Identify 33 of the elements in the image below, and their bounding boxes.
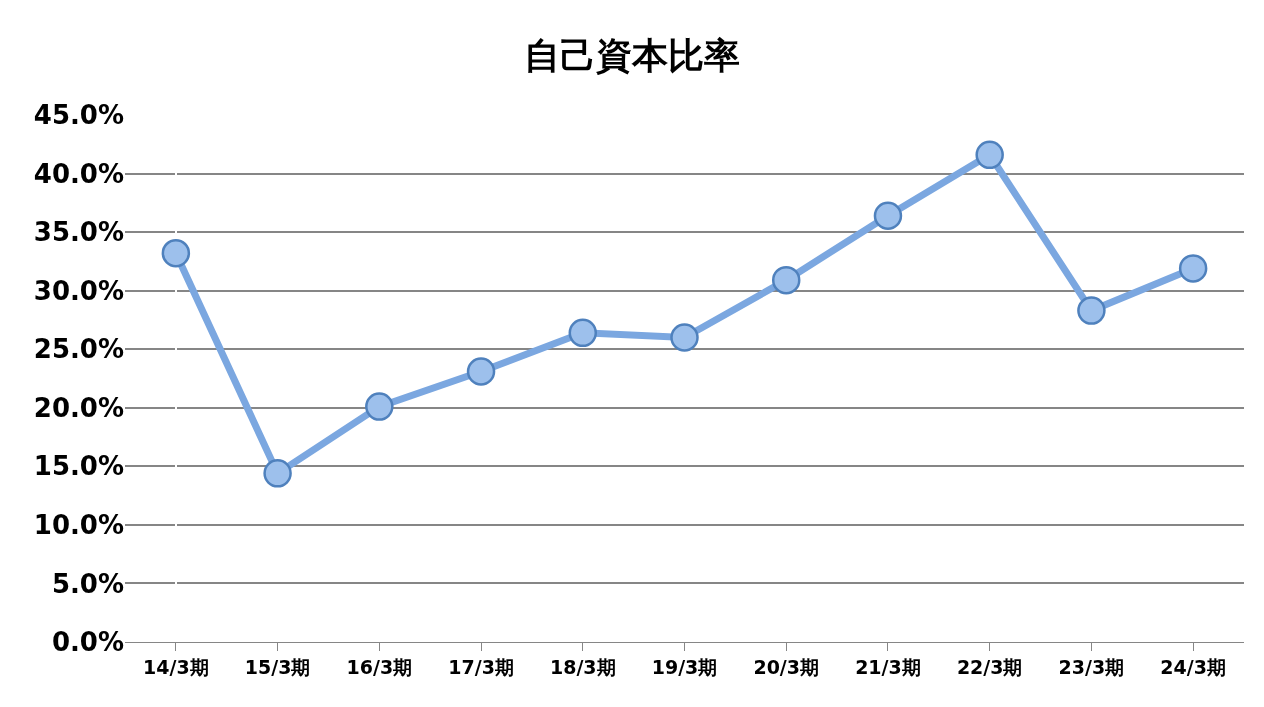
point — [975, 140, 1004, 170]
point — [1077, 296, 1106, 325]
point — [263, 459, 292, 488]
chart-title: 自己資本比率 — [524, 34, 740, 76]
x-tick-label: 24/3期 — [1160, 655, 1226, 678]
y-tick-label: 10.0% — [33, 509, 124, 540]
y-tick-label: 35.0% — [33, 217, 124, 248]
x-tick-label: 21/3期 — [855, 655, 921, 678]
y-tick-label: 30.0% — [33, 275, 124, 306]
y-tick-label: 15.0% — [33, 451, 124, 482]
x-tick-label: 22/3期 — [956, 655, 1023, 678]
y-tick-label: 25.0% — [33, 334, 124, 365]
x-tick-label: 23/3期 — [1058, 655, 1125, 678]
y-tick-label: 40.0% — [33, 158, 124, 189]
x-tick-label: 19/3期 — [651, 655, 718, 678]
y-tick-label: 5.0% — [51, 568, 124, 599]
point — [670, 323, 699, 352]
x-tick-label: 18/3期 — [549, 655, 616, 678]
x-tick-label: 14/3期 — [143, 655, 209, 678]
point — [873, 201, 903, 230]
y-tick-label: 0.0% — [51, 627, 124, 658]
x-tick-label: 20/3期 — [753, 655, 820, 678]
point — [161, 238, 191, 268]
point — [1178, 254, 1208, 283]
point — [466, 357, 496, 386]
x-tick-label: 15/3期 — [244, 655, 311, 678]
x-tick-label: 16/3期 — [346, 655, 413, 678]
point — [771, 265, 801, 295]
x-tick-label: 17/3期 — [448, 655, 514, 678]
y-tick-label: 20.0% — [33, 392, 124, 423]
point — [365, 392, 394, 421]
y-tick-label: 45.0% — [33, 100, 124, 131]
point — [568, 318, 598, 348]
